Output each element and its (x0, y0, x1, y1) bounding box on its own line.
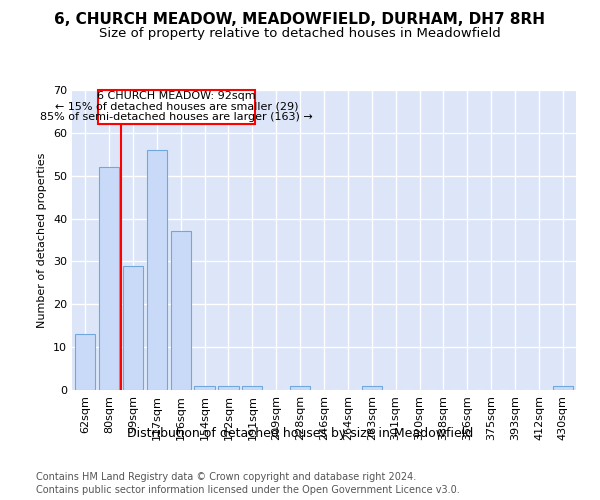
Text: 6, CHURCH MEADOW, MEADOWFIELD, DURHAM, DH7 8RH: 6, CHURCH MEADOW, MEADOWFIELD, DURHAM, D… (55, 12, 545, 28)
Text: Size of property relative to detached houses in Meadowfield: Size of property relative to detached ho… (99, 28, 501, 40)
Bar (218, 386, 239, 390)
Bar (194, 386, 215, 390)
Text: Contains public sector information licensed under the Open Government Licence v3: Contains public sector information licen… (36, 485, 460, 495)
Text: 85% of semi-detached houses are larger (163) →: 85% of semi-detached houses are larger (… (40, 112, 313, 122)
Bar (362, 386, 382, 390)
Bar (170, 232, 191, 390)
Bar (99, 167, 119, 390)
Bar (553, 386, 573, 390)
Bar (123, 266, 143, 390)
Y-axis label: Number of detached properties: Number of detached properties (37, 152, 47, 328)
Bar (290, 386, 310, 390)
Text: Contains HM Land Registry data © Crown copyright and database right 2024.: Contains HM Land Registry data © Crown c… (36, 472, 416, 482)
Bar (242, 386, 262, 390)
Bar (146, 150, 167, 390)
Text: ← 15% of detached houses are smaller (29): ← 15% of detached houses are smaller (29… (55, 102, 298, 112)
Text: 6 CHURCH MEADOW: 92sqm: 6 CHURCH MEADOW: 92sqm (97, 92, 256, 102)
Bar (75, 334, 95, 390)
Bar (98, 90, 255, 124)
Text: Distribution of detached houses by size in Meadowfield: Distribution of detached houses by size … (127, 428, 473, 440)
